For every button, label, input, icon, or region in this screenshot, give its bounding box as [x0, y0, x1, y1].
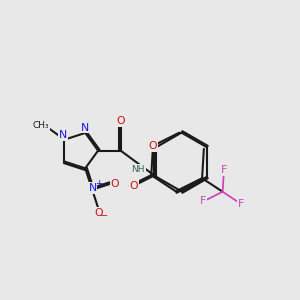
Text: O: O: [130, 181, 138, 191]
Text: N: N: [88, 183, 97, 193]
Text: O: O: [94, 208, 103, 218]
Text: O: O: [110, 179, 119, 189]
Text: NH: NH: [132, 164, 145, 173]
Text: CH₃: CH₃: [33, 121, 49, 130]
Text: F: F: [200, 196, 206, 206]
Text: O: O: [116, 116, 125, 126]
Text: N: N: [59, 130, 67, 140]
Text: +: +: [95, 179, 103, 188]
Text: −: −: [100, 212, 108, 221]
Text: F: F: [238, 199, 244, 209]
Text: N: N: [81, 122, 89, 133]
Text: O: O: [149, 141, 157, 151]
Text: F: F: [221, 165, 227, 175]
